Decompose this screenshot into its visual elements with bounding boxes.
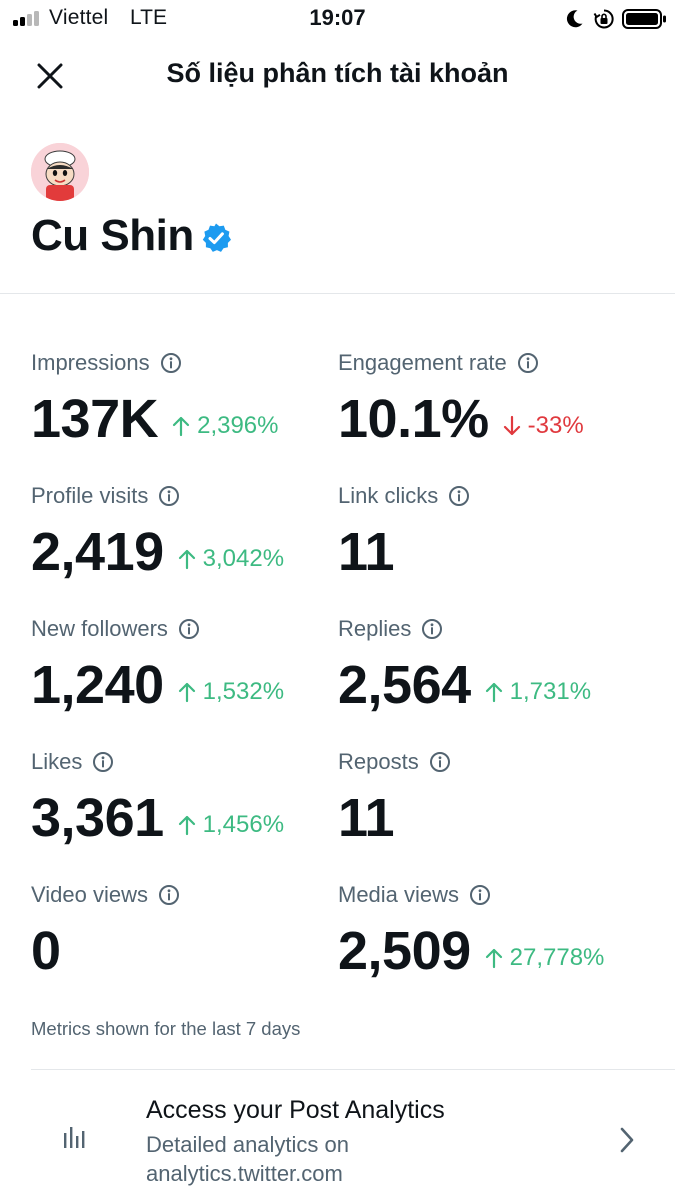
- metric-label: Profile visits: [31, 483, 149, 508]
- signal-icon: [13, 11, 43, 26]
- metric-value: 2,509: [338, 921, 471, 981]
- top-navigation: Số liệu phân tích tài khoản: [0, 38, 675, 112]
- post-analytics-title: Access your Post Analytics: [146, 1096, 445, 1124]
- post-analytics-link[interactable]: Access your Post Analytics Detailed anal…: [0, 1072, 675, 1200]
- metric-change-value: 1,731%: [509, 678, 592, 705]
- status-time: 19:07: [309, 5, 366, 30]
- verified-badge-icon: [202, 223, 231, 252]
- metric-label: Engagement rate: [338, 350, 507, 375]
- metric-replies: Replies 2,564 1,731%: [338, 616, 638, 726]
- metric-change: 2,396%: [172, 412, 279, 440]
- arrow-up-icon: [178, 549, 195, 570]
- metric-change: 3,042%: [178, 545, 284, 573]
- metric-change-value: 3,042%: [202, 545, 285, 572]
- arrow-up-icon: [178, 682, 195, 703]
- metric-label: New followers: [31, 616, 168, 641]
- metric-label: Link clicks: [338, 483, 439, 508]
- arrow-up-icon: [485, 948, 502, 969]
- info-icon[interactable]: [160, 352, 182, 374]
- avatar-cartoon: [31, 143, 89, 201]
- metric-change-value: -33%: [527, 412, 584, 439]
- info-icon[interactable]: [178, 618, 200, 640]
- profile-header: Cu Shin: [31, 208, 232, 264]
- metric-new-followers: New followers 1,240 1,532%: [31, 616, 331, 726]
- close-icon: [37, 63, 63, 89]
- info-icon[interactable]: [517, 352, 539, 374]
- post-analytics-subtitle: Detailed analytics on analytics.twitter.…: [146, 1130, 566, 1188]
- metric-value: 2,419: [31, 522, 164, 582]
- metric-change-value: 27,778%: [509, 944, 605, 971]
- metric-label: Reposts: [338, 749, 419, 774]
- metric-reposts: Reposts 11: [338, 749, 638, 859]
- battery-icon: [622, 9, 666, 29]
- metric-label: Media views: [338, 882, 460, 907]
- metric-label: Video views: [31, 882, 148, 907]
- info-icon[interactable]: [421, 618, 443, 640]
- metric-profile-visits: Profile visits 2,419 3,042%: [31, 483, 331, 593]
- bar-chart-icon: [64, 1127, 85, 1148]
- info-icon[interactable]: [92, 751, 114, 773]
- metric-change-value: 1,532%: [202, 678, 285, 705]
- metric-label: Impressions: [31, 350, 150, 375]
- profile-name: Cu Shin: [31, 211, 194, 260]
- post-analytics-url: analytics.twitter.com: [146, 1161, 343, 1186]
- metric-change: 27,778%: [485, 944, 605, 972]
- metric-value: 1,240: [31, 655, 164, 715]
- post-analytics-subtitle-line: Detailed analytics on: [146, 1132, 350, 1157]
- moon-icon: [566, 10, 583, 28]
- info-icon[interactable]: [158, 884, 180, 906]
- metric-video-views: Video views 0: [31, 882, 331, 992]
- metric-change: -33%: [503, 412, 584, 440]
- info-icon[interactable]: [448, 485, 470, 507]
- metric-impressions: Impressions 137K 2,396%: [31, 350, 331, 460]
- arrow-up-icon: [178, 815, 195, 836]
- metric-change: 1,731%: [485, 678, 591, 706]
- metric-value: 3,361: [31, 788, 164, 848]
- avatar[interactable]: [31, 143, 89, 201]
- network-type: LTE: [130, 6, 167, 29]
- metric-change-value: 2,396%: [197, 412, 279, 439]
- carrier-name: Viettel: [49, 6, 109, 29]
- metric-value: 11: [338, 788, 395, 848]
- metric-value: 2,564: [338, 655, 471, 715]
- metric-value: 10.1%: [338, 389, 489, 449]
- info-icon[interactable]: [429, 751, 451, 773]
- arrow-up-icon: [172, 416, 190, 437]
- divider: [0, 293, 675, 294]
- chevron-right-icon: [620, 1127, 634, 1153]
- metric-value: 137K: [31, 389, 159, 449]
- arrow-up-icon: [485, 682, 502, 703]
- metric-change: 1,456%: [178, 811, 284, 839]
- metric-change: 1,532%: [178, 678, 284, 706]
- divider: [31, 1069, 675, 1070]
- metric-link-clicks: Link clicks 11: [338, 483, 638, 593]
- metric-value: 0: [31, 921, 61, 981]
- metric-value: 11: [338, 522, 395, 582]
- metric-engagement-rate: Engagement rate 10.1% -33%: [338, 350, 638, 460]
- metric-likes: Likes 3,361 1,456%: [31, 749, 331, 859]
- metrics-period-note: Metrics shown for the last 7 days: [31, 1018, 301, 1039]
- status-bar: Viettel LTE 19:07: [0, 0, 675, 38]
- rotation-lock-icon: [593, 9, 614, 29]
- info-icon[interactable]: [158, 485, 180, 507]
- arrow-down-icon: [503, 415, 520, 436]
- metric-change-value: 1,456%: [202, 811, 285, 838]
- metric-label: Replies: [338, 616, 412, 641]
- info-icon[interactable]: [469, 884, 491, 906]
- close-button[interactable]: [26, 54, 74, 98]
- metric-label: Likes: [31, 749, 83, 774]
- metric-media-views: Media views 2,509 27,778%: [338, 882, 638, 992]
- page-title: Số liệu phân tích tài khoản: [166, 58, 509, 88]
